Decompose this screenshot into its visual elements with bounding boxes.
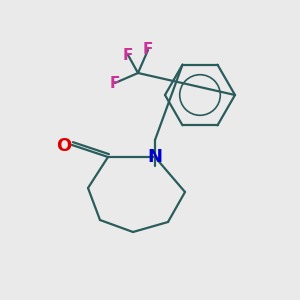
Text: O: O: [56, 137, 71, 155]
Text: F: F: [110, 76, 120, 91]
Text: N: N: [148, 148, 163, 166]
Text: F: F: [143, 43, 153, 58]
Text: F: F: [123, 47, 133, 62]
